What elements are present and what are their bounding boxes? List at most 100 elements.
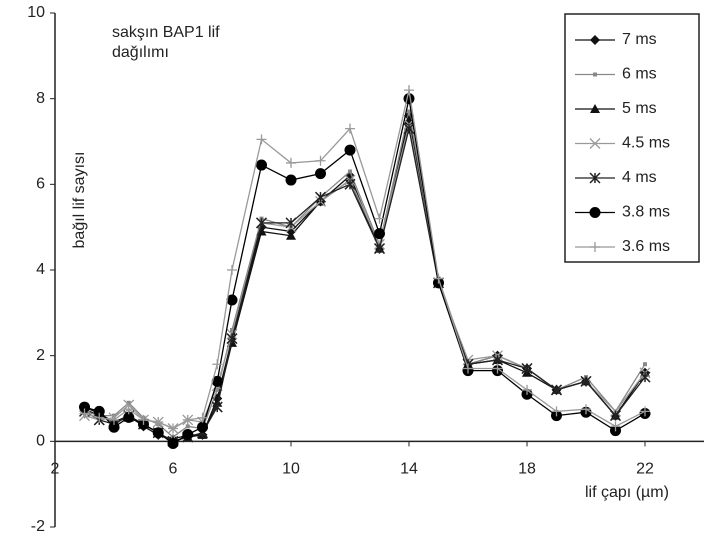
marker — [227, 265, 237, 275]
marker-shape — [212, 359, 223, 370]
marker-shape — [344, 178, 356, 190]
marker — [79, 408, 90, 419]
marker — [643, 362, 647, 367]
legend-label: 4.5 ms — [622, 135, 670, 152]
marker — [374, 228, 385, 240]
marker — [522, 384, 532, 395]
marker — [314, 191, 327, 203]
y-tick-label: 4 — [36, 261, 45, 278]
marker-shape — [610, 421, 621, 432]
marker — [581, 404, 591, 415]
marker — [126, 400, 131, 405]
marker — [153, 417, 164, 428]
marker-shape — [492, 363, 503, 374]
marker-shape — [590, 104, 600, 113]
legend-label: 6 ms — [622, 66, 657, 83]
marker — [345, 123, 355, 134]
marker — [285, 174, 297, 186]
marker-shape — [167, 437, 179, 449]
marker-shape — [373, 243, 386, 255]
marker — [94, 412, 105, 423]
marker — [285, 217, 297, 229]
marker — [152, 427, 164, 439]
marker-shape — [590, 242, 600, 252]
marker-shape — [211, 401, 223, 413]
marker-shape — [182, 428, 194, 440]
marker-shape — [108, 421, 120, 433]
marker — [123, 404, 134, 415]
marker-shape — [639, 371, 651, 383]
marker-shape — [93, 405, 105, 417]
marker — [492, 363, 503, 374]
marker-shape — [433, 273, 444, 284]
marker-shape — [589, 172, 601, 184]
marker-shape — [226, 333, 238, 345]
marker-shape — [407, 109, 411, 114]
marker — [404, 85, 414, 96]
series-line — [84, 98, 646, 445]
marker-shape — [550, 384, 563, 396]
marker-shape — [590, 35, 600, 45]
marker-shape — [463, 363, 473, 374]
marker-shape — [185, 424, 190, 429]
x-tick-label: 10 — [282, 461, 300, 478]
marker — [197, 412, 208, 423]
marker — [521, 362, 533, 375]
marker-shape — [197, 412, 208, 423]
x-tick-label: 22 — [636, 461, 654, 478]
marker — [550, 384, 563, 396]
marker-shape — [227, 265, 237, 275]
marker — [433, 273, 444, 284]
marker — [255, 217, 268, 229]
x-tick-label: 18 — [518, 461, 536, 478]
marker — [640, 406, 650, 417]
marker — [256, 159, 267, 171]
marker — [589, 207, 601, 218]
y-tick-label: 2 — [36, 347, 45, 364]
marker — [590, 242, 600, 252]
marker-shape — [345, 123, 355, 134]
legend-label: 3.8 ms — [622, 204, 670, 221]
marker-shape — [315, 168, 326, 180]
marker — [286, 230, 296, 240]
marker-shape — [581, 404, 591, 415]
marker-shape — [152, 427, 164, 439]
marker — [551, 406, 562, 417]
marker — [108, 421, 120, 433]
marker — [580, 375, 592, 387]
marker — [315, 155, 326, 166]
marker — [610, 421, 621, 432]
marker — [230, 327, 234, 332]
marker-shape — [285, 174, 297, 186]
marker — [167, 437, 179, 449]
marker-shape — [491, 354, 504, 366]
marker — [589, 138, 601, 149]
marker-shape — [315, 155, 326, 166]
legend-label: 4 ms — [622, 169, 657, 186]
marker — [212, 359, 223, 370]
y-tick-label: 0 — [36, 433, 45, 450]
marker-shape — [79, 401, 90, 413]
marker — [491, 354, 504, 366]
marker-shape — [348, 169, 352, 174]
marker-shape — [640, 406, 650, 417]
marker — [348, 169, 352, 174]
marker-shape — [589, 138, 601, 149]
marker-shape — [94, 412, 105, 423]
marker — [593, 72, 597, 77]
marker-shape — [256, 134, 267, 145]
marker — [168, 423, 178, 434]
marker — [215, 387, 220, 392]
marker — [226, 294, 238, 306]
marker — [256, 134, 267, 145]
annotation: sakşın BAP1 lif — [112, 24, 220, 41]
marker-shape — [226, 294, 238, 306]
marker — [373, 243, 386, 255]
series-line — [84, 115, 646, 440]
marker-shape — [109, 414, 119, 425]
marker-shape — [182, 414, 193, 425]
marker-shape — [404, 85, 414, 96]
marker — [211, 401, 223, 413]
y-tick-label: 8 — [36, 90, 45, 107]
